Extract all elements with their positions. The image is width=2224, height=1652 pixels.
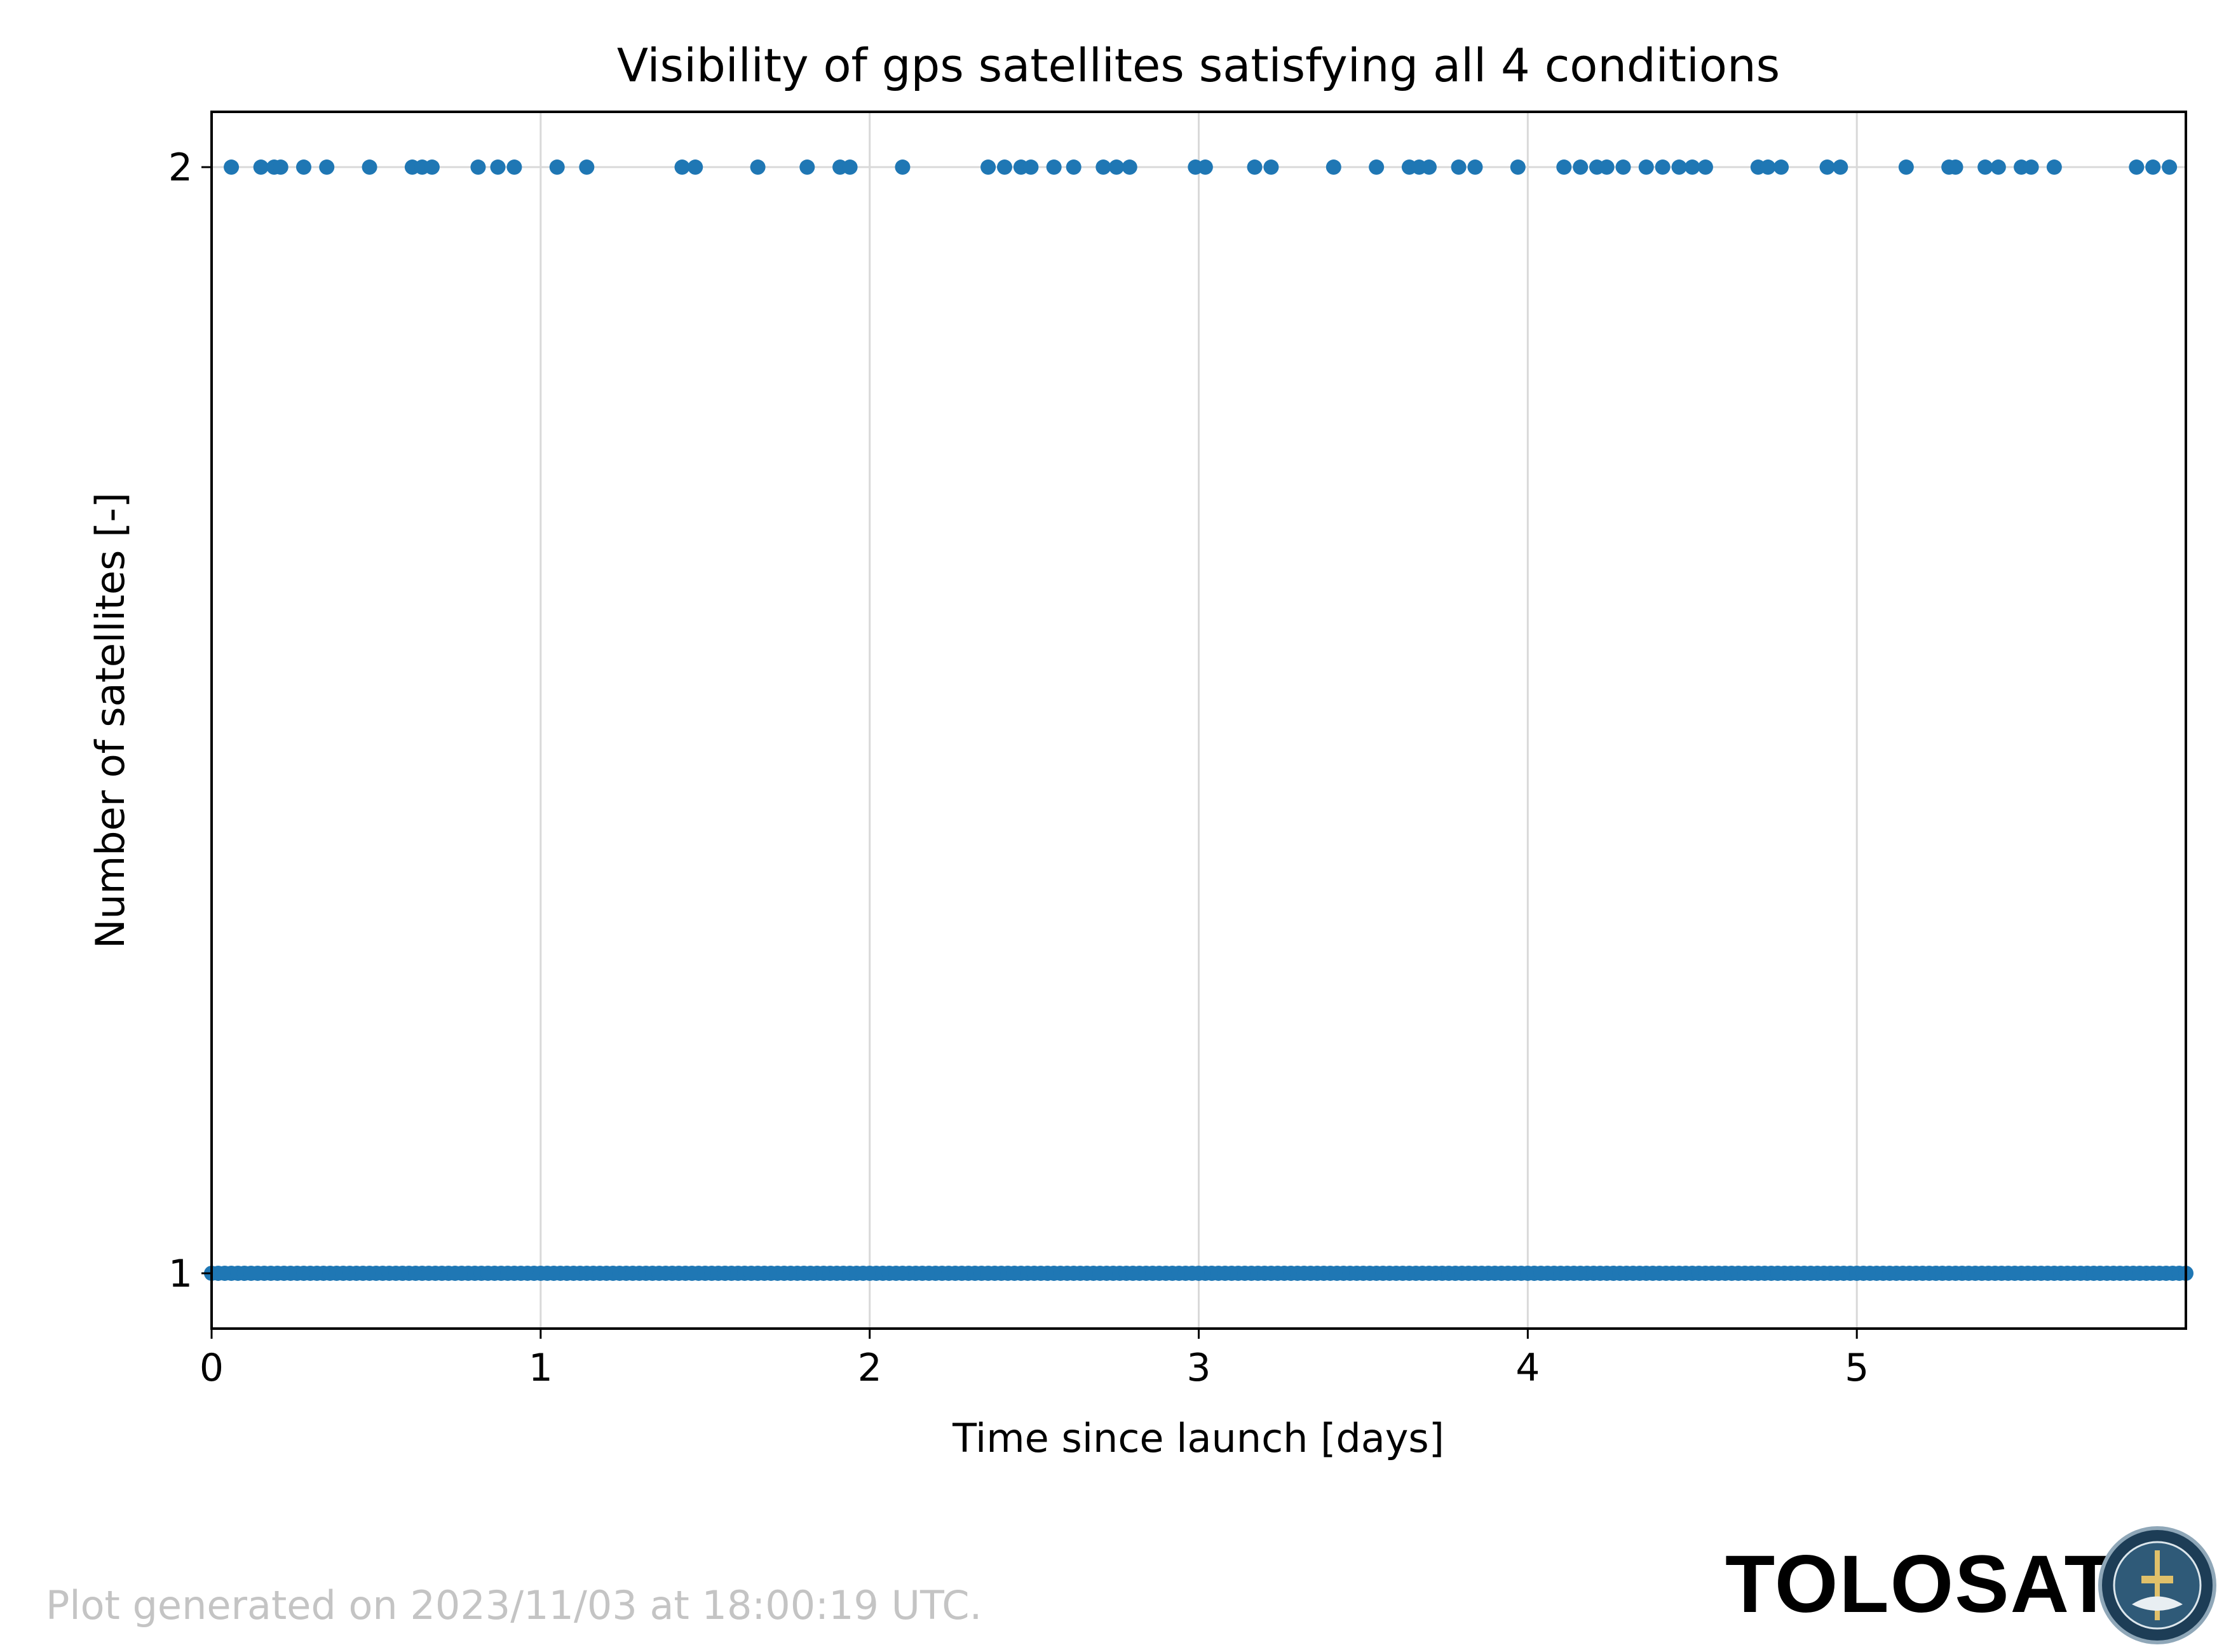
data-point-y2 bbox=[273, 159, 288, 175]
data-point-y2 bbox=[1573, 159, 1589, 175]
data-point-y2 bbox=[1263, 159, 1279, 175]
x-axis-label: Time since launch [days] bbox=[952, 1415, 1444, 1461]
y-axis-ticks: 12 bbox=[168, 146, 212, 1296]
data-point-y2 bbox=[1369, 159, 1385, 175]
data-point-y2 bbox=[1990, 159, 2006, 175]
y-axis-label: Number of satellites [-] bbox=[87, 492, 133, 949]
data-point-y2 bbox=[1122, 159, 1137, 175]
data-point-y2 bbox=[224, 159, 240, 175]
grid bbox=[210, 112, 2186, 1329]
y-tick-label: 1 bbox=[168, 1252, 193, 1296]
data-point-y2 bbox=[1671, 159, 1687, 175]
data-point-y2 bbox=[1023, 159, 1039, 175]
data-point-y2 bbox=[1451, 159, 1467, 175]
data-point-y2 bbox=[549, 159, 565, 175]
data-point-y2 bbox=[579, 159, 595, 175]
data-point-y2 bbox=[2145, 159, 2161, 175]
data-point-y2 bbox=[1773, 159, 1789, 175]
generated-note: Plot generated on 2023/11/03 at 18:00:19… bbox=[46, 1582, 982, 1628]
data-points bbox=[204, 159, 2193, 1281]
y-tick-label: 2 bbox=[168, 146, 193, 190]
data-point-y2 bbox=[319, 159, 335, 175]
data-point-y2 bbox=[2023, 159, 2039, 175]
x-tick-label: 3 bbox=[1186, 1346, 1210, 1390]
data-point-y2 bbox=[1197, 159, 1213, 175]
data-point-y2 bbox=[1247, 159, 1263, 175]
data-point-y2 bbox=[1556, 159, 1572, 175]
chart-title: Visibility of gps satellites satisfying … bbox=[617, 39, 1780, 92]
data-point-y2 bbox=[1819, 159, 1835, 175]
data-point-y2 bbox=[2129, 159, 2145, 175]
data-point-y2 bbox=[895, 159, 911, 175]
data-point-y2 bbox=[1615, 159, 1631, 175]
data-point-y2 bbox=[688, 159, 703, 175]
data-point-y2 bbox=[799, 159, 815, 175]
data-point-y2 bbox=[1948, 159, 1963, 175]
data-point-y2 bbox=[490, 159, 506, 175]
data-point-y2 bbox=[1977, 159, 1993, 175]
data-point-y2 bbox=[1046, 159, 1062, 175]
data-point-y2 bbox=[750, 159, 766, 175]
data-point-y2 bbox=[424, 159, 440, 175]
data-point-y2 bbox=[1467, 159, 1483, 175]
tolosat-emblem-icon bbox=[2098, 1526, 2216, 1644]
data-point-y2 bbox=[362, 159, 377, 175]
data-point-y2 bbox=[674, 159, 690, 175]
data-point-y2 bbox=[1510, 159, 1526, 175]
x-tick-label: 2 bbox=[858, 1346, 882, 1390]
data-point-y2 bbox=[1697, 159, 1713, 175]
data-point-y2 bbox=[1833, 159, 1848, 175]
x-axis-ticks: 0 1 2 3 4 5 bbox=[200, 1329, 1869, 1390]
data-point-y2 bbox=[996, 159, 1012, 175]
data-point-y2 bbox=[1655, 159, 1671, 175]
data-point-y2 bbox=[1095, 159, 1111, 175]
data-point-y2 bbox=[1898, 159, 1914, 175]
x-tick-label: 4 bbox=[1515, 1346, 1540, 1390]
data-point-y2 bbox=[253, 159, 269, 175]
data-point-y2 bbox=[1599, 159, 1615, 175]
data-point-y2 bbox=[506, 159, 522, 175]
data-point-y2 bbox=[295, 159, 311, 175]
data-point-y2 bbox=[980, 159, 996, 175]
data-point-y2 bbox=[2046, 159, 2062, 175]
x-tick-label: 1 bbox=[529, 1346, 553, 1390]
data-point-y2 bbox=[1685, 159, 1700, 175]
data-point-y2 bbox=[470, 159, 486, 175]
data-point-y2 bbox=[1109, 159, 1125, 175]
brand-logo-text: TOLOSAT bbox=[1725, 1539, 2115, 1630]
x-tick-label: 0 bbox=[200, 1346, 224, 1390]
data-point-y2 bbox=[842, 159, 858, 175]
x-tick-label: 5 bbox=[1845, 1346, 1869, 1390]
data-point-y2 bbox=[1421, 159, 1437, 175]
data-point-y2 bbox=[1326, 159, 1341, 175]
data-point-y2 bbox=[1638, 159, 1654, 175]
data-point-y2 bbox=[1760, 159, 1776, 175]
data-point-y2 bbox=[1066, 159, 1081, 175]
data-point-y2 bbox=[2162, 159, 2178, 175]
